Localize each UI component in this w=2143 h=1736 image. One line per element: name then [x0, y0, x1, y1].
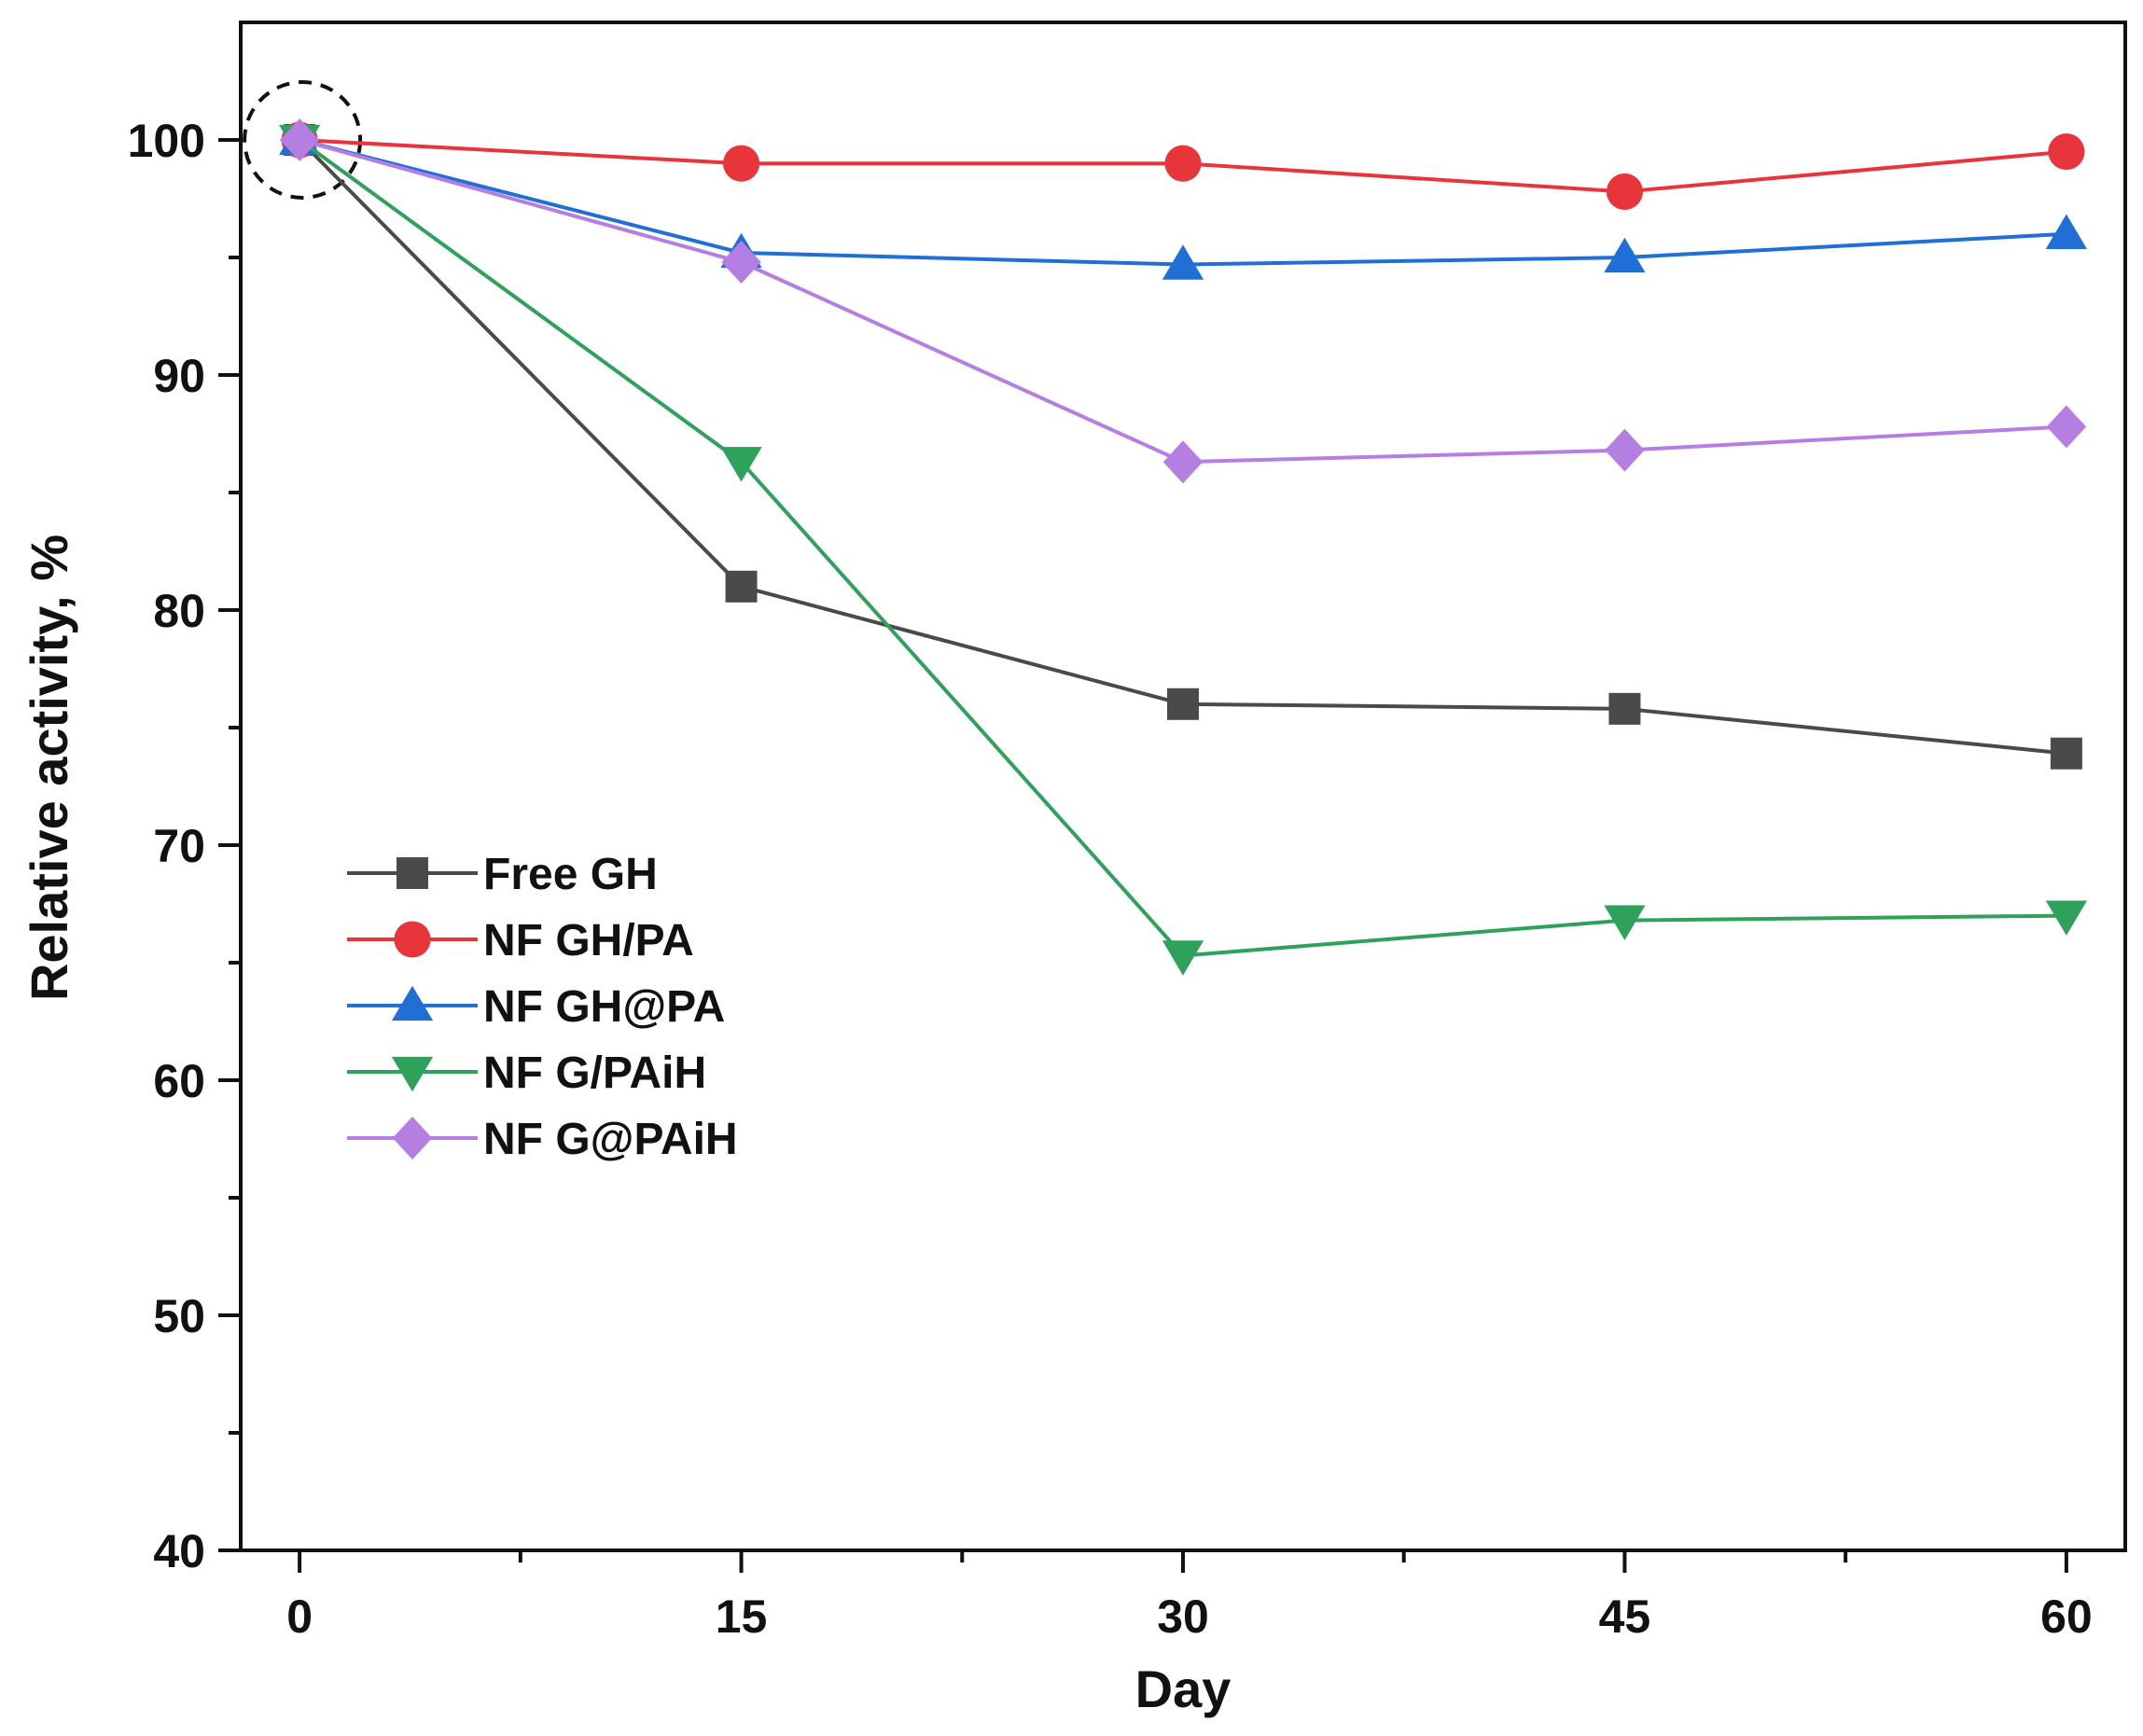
axes: 40 50 60 70 80 90 100 0 15 30 45 60 Day Relative acti…	[20, 21, 2127, 1718]
annotation-layer	[243, 80, 363, 200]
legend-label: NF GH@PA	[483, 982, 725, 1032]
legend-marker	[392, 1117, 433, 1160]
y-axis-title: Relative activity, %	[20, 535, 78, 1001]
legend-item: Free GH	[347, 850, 658, 899]
data-point	[1604, 905, 1646, 940]
series-nf-gh-pa	[281, 121, 2085, 210]
y-tick-label: 50	[153, 1290, 205, 1342]
data-point	[1606, 173, 1643, 210]
x-tick-label: 15	[716, 1590, 768, 1643]
data-point	[720, 447, 762, 482]
y-tick-label: 100	[128, 115, 205, 167]
series-nf-g-paih	[279, 118, 2087, 484]
data-point	[721, 241, 761, 284]
data-point	[1604, 237, 1646, 273]
data-point	[1162, 940, 1204, 976]
data-point	[279, 118, 320, 161]
legend-marker	[397, 857, 428, 889]
y-tick-label: 80	[153, 585, 205, 637]
data-point	[1608, 692, 1641, 725]
legend-item: NF GH/PA	[347, 916, 694, 965]
data-point	[1162, 244, 1204, 280]
data-point	[723, 145, 760, 182]
x-tick-label: 45	[1599, 1590, 1651, 1643]
data-point	[2046, 405, 2087, 449]
data-point	[1162, 440, 1204, 484]
highlight-circle	[243, 80, 363, 200]
x-tick-label: 0	[286, 1590, 313, 1643]
data-point	[2048, 133, 2085, 171]
legend-marker	[391, 1056, 434, 1092]
data-point	[2045, 214, 2087, 249]
y-tick-label: 60	[153, 1055, 205, 1107]
x-tick-label: 60	[2040, 1590, 2093, 1643]
data-point	[2050, 737, 2082, 770]
y-tick-label: 90	[153, 350, 205, 402]
x-tick-label: 30	[1157, 1590, 1209, 1643]
data-point	[1167, 687, 1199, 720]
legend-label: NF G/PAiH	[483, 1049, 706, 1098]
data-point	[2045, 900, 2087, 936]
data-point	[1164, 145, 1202, 182]
legend: Free GH NF GH/PA NF GH@PA NF G/PAiH NF G@PAi…	[347, 850, 738, 1164]
legend-marker	[394, 921, 431, 958]
y-tick-label: 40	[153, 1525, 205, 1577]
data-point	[725, 570, 758, 603]
legend-item: NF GH@PA	[347, 982, 725, 1032]
series-layer	[279, 118, 2087, 976]
y-tick-label: 70	[153, 820, 205, 872]
legend-marker	[391, 985, 434, 1021]
series-line	[299, 138, 2066, 465]
legend-label: NF GH/PA	[483, 916, 694, 965]
legend-item: NF G/PAiH	[347, 1049, 706, 1098]
series-nf-gh-pa	[279, 119, 2087, 280]
x-axis-title: Day	[1135, 1660, 1232, 1718]
legend-label: NF G@PAiH	[483, 1115, 738, 1164]
legend-label: Free GH	[483, 850, 658, 899]
data-point	[1605, 428, 1645, 472]
legend-item: NF G@PAiH	[347, 1115, 738, 1164]
